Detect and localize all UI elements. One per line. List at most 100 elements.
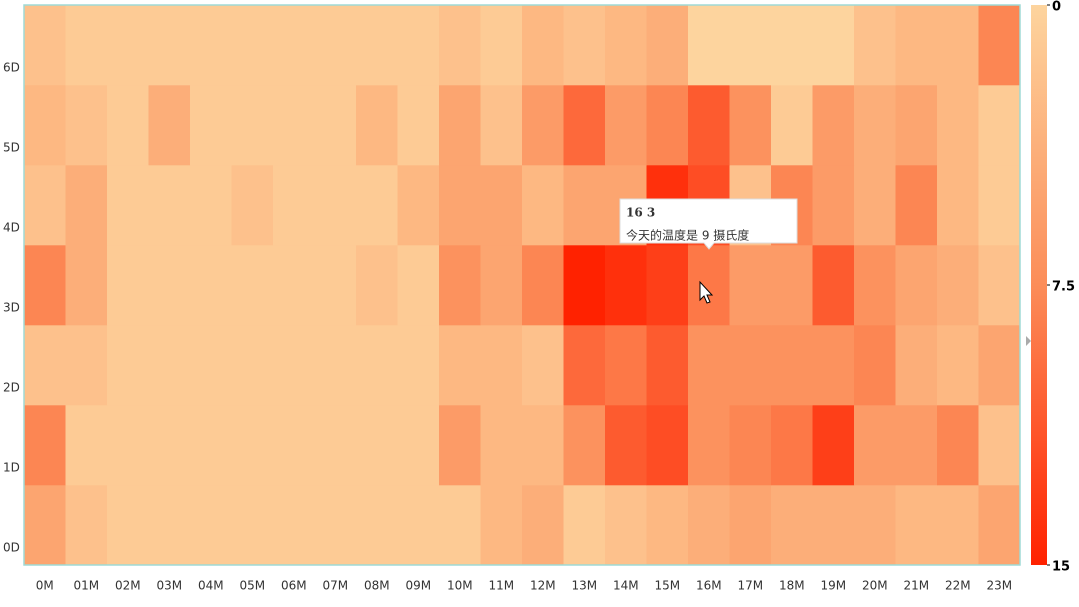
heat-cell	[397, 165, 440, 246]
heat-cell	[522, 85, 564, 166]
heat-cell	[812, 5, 855, 86]
heat-cell	[937, 325, 979, 406]
heat-cell	[231, 85, 274, 166]
heat-cell	[854, 5, 896, 86]
heat-cell	[895, 405, 938, 486]
heat-cell	[65, 165, 108, 246]
heat-cell	[937, 5, 979, 86]
x-tick-label: 06M	[281, 579, 307, 593]
heat-cell	[148, 5, 191, 86]
heat-cell	[314, 405, 357, 486]
heat-cell	[397, 485, 440, 566]
heat-cell	[231, 325, 274, 406]
heat-cell	[522, 325, 564, 406]
heat-cell	[397, 405, 440, 486]
heat-cell	[854, 245, 896, 326]
heat-cell	[895, 325, 938, 406]
x-tick-label: 09M	[405, 579, 431, 593]
heat-cell	[688, 245, 730, 326]
heat-cell	[522, 165, 564, 246]
heat-cell	[190, 5, 232, 86]
cursor	[699, 280, 714, 304]
x-tick-label: 17M	[737, 579, 763, 593]
heat-cell	[895, 5, 938, 86]
heat-cell	[854, 405, 896, 486]
heat-cell	[148, 485, 191, 566]
heat-cell	[729, 85, 772, 166]
heat-cell	[397, 325, 440, 406]
heat-cell	[356, 165, 398, 246]
heat-cell	[273, 325, 315, 406]
heat-cell	[605, 245, 647, 326]
heat-cell	[522, 245, 564, 326]
heat-cell	[812, 85, 855, 166]
heat-cell	[356, 85, 398, 166]
heat-cell	[24, 325, 66, 406]
x-tick-label: 10M	[447, 579, 473, 593]
heat-cell	[148, 405, 191, 486]
heat-cell	[646, 245, 689, 326]
heat-cell	[190, 325, 232, 406]
heat-cell	[480, 5, 523, 86]
x-tick-label: 07M	[322, 579, 348, 593]
heat-cell	[24, 245, 66, 326]
heat-cell	[563, 85, 606, 166]
heat-cell	[314, 165, 357, 246]
heat-cell	[812, 325, 855, 406]
heat-cell	[480, 165, 523, 246]
heat-cell	[605, 485, 647, 566]
heat-cell	[314, 325, 357, 406]
heat-cell	[605, 405, 647, 486]
heat-cell	[231, 405, 274, 486]
heat-cell	[563, 5, 606, 86]
heat-cell	[314, 5, 357, 86]
heat-cell	[356, 325, 398, 406]
heat-cell	[65, 325, 108, 406]
heat-cell	[563, 485, 606, 566]
heat-cell	[148, 245, 191, 326]
heat-cell	[190, 245, 232, 326]
heat-cell	[24, 5, 66, 86]
x-tick-label: 0M	[36, 579, 54, 593]
heat-cell	[148, 85, 191, 166]
heat-cell	[771, 325, 813, 406]
heat-cell	[480, 245, 523, 326]
heat-cell	[65, 405, 108, 486]
heat-cell	[978, 485, 1021, 566]
x-tick-label: 14M	[613, 579, 639, 593]
heat-cell	[812, 245, 855, 326]
heat-cell	[190, 485, 232, 566]
visual-map-handle[interactable]	[1026, 336, 1031, 346]
heat-cell	[854, 85, 896, 166]
heat-cell	[563, 325, 606, 406]
x-tick-label: 03M	[156, 579, 182, 593]
heat-cell	[771, 85, 813, 166]
heat-cell	[729, 325, 772, 406]
heat-cell	[688, 5, 730, 86]
heat-cell	[812, 165, 855, 246]
heat-cell	[646, 5, 689, 86]
y-tick-label: 0D	[3, 541, 20, 555]
heat-cell	[273, 5, 315, 86]
heat-cell	[273, 485, 315, 566]
heat-cell	[729, 5, 772, 86]
x-tick-label: 15M	[654, 579, 680, 593]
heat-cell	[356, 245, 398, 326]
heat-cell	[356, 485, 398, 566]
heat-cell	[314, 245, 357, 326]
heat-cell	[273, 245, 315, 326]
heat-cell	[439, 85, 481, 166]
heat-cell	[688, 485, 730, 566]
heat-cell	[978, 405, 1021, 486]
heat-cell	[771, 405, 813, 486]
heat-cell	[231, 485, 274, 566]
heat-cell	[65, 485, 108, 566]
x-tick-label: 19M	[820, 579, 846, 593]
y-tick-label: 6D	[3, 61, 20, 75]
heat-cell	[356, 405, 398, 486]
heat-cell	[439, 5, 481, 86]
x-tick-label: 20M	[862, 579, 888, 593]
visual-map-bar	[1031, 5, 1047, 565]
heat-cell	[646, 325, 689, 406]
